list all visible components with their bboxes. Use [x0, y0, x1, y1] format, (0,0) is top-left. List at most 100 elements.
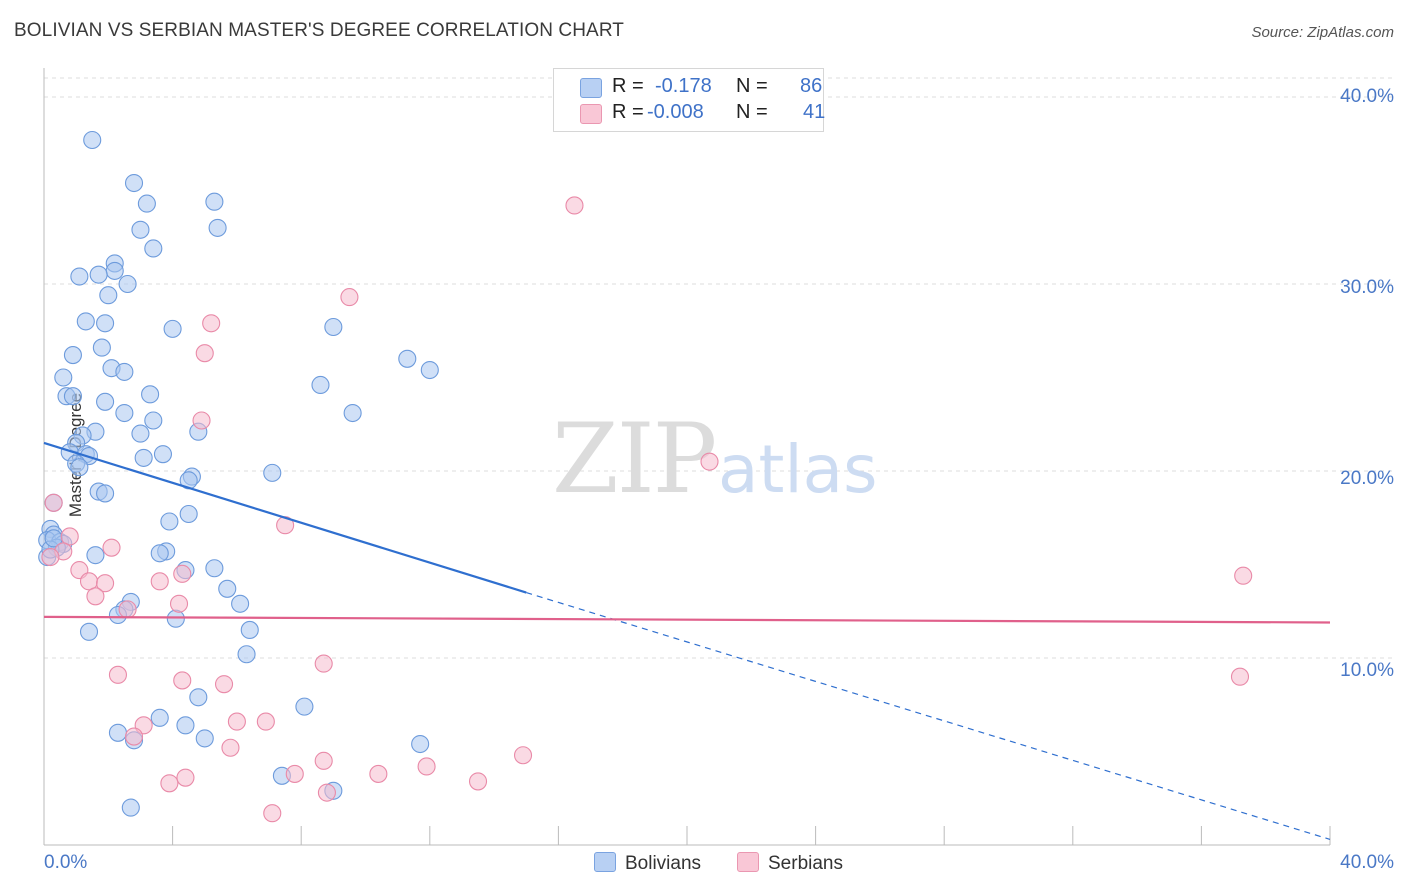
serbians-legend-icon: [737, 852, 759, 872]
n-label: N =: [736, 75, 768, 97]
bolivian-point: [295, 697, 314, 716]
bolivian-point: [420, 360, 439, 380]
serbian-point: [417, 757, 436, 776]
n-value-bolivians: 86: [800, 75, 823, 97]
serbian-point: [263, 804, 282, 823]
serbian-point: [108, 665, 127, 684]
correlation-legend: R = -0.178 N = 86 R = -0.008 N = 41: [553, 68, 825, 132]
bolivian-point: [124, 173, 144, 193]
bolivian-point: [163, 319, 182, 338]
chart-title: BOLIVIAN VS SERBIAN MASTER'S DEGREE CORR…: [14, 20, 625, 41]
watermark-zip: ZIP: [552, 403, 715, 515]
bolivian-point: [131, 424, 150, 443]
serbians-swatch-icon: [580, 104, 602, 124]
bolivian-point: [137, 194, 156, 213]
serbian-point: [169, 594, 189, 613]
bolivian-point: [79, 622, 99, 641]
bolivian-point: [96, 484, 115, 503]
r-label: R =: [612, 75, 644, 97]
serbian-point: [256, 712, 275, 731]
bolivian-point: [63, 387, 82, 406]
serbian-point: [173, 671, 192, 690]
bolivian-point: [160, 512, 179, 531]
bolivian-point: [324, 317, 343, 337]
bolivian-point: [115, 403, 134, 423]
serbian-point: [60, 527, 79, 546]
bolivian-point: [398, 349, 417, 368]
bolivian-point: [205, 559, 224, 578]
serbian-point: [221, 738, 240, 757]
serbian-point: [150, 572, 169, 591]
serbian-point: [160, 774, 179, 793]
bolivian-point: [70, 267, 89, 286]
source-credit: Source: ZipAtlas.com: [1251, 24, 1394, 41]
bolivian-point: [108, 723, 127, 742]
serbian-point: [700, 452, 719, 471]
bolivian-point: [89, 265, 108, 284]
bolivian-point: [231, 594, 250, 613]
serbian-point: [202, 314, 221, 333]
y-tick-label-20: 20.0%: [1340, 468, 1394, 489]
watermark-atlas: atlas: [718, 431, 878, 508]
serbian-point: [513, 746, 533, 765]
bolivian-point: [70, 458, 89, 477]
serbian-point: [227, 712, 246, 731]
bolivian-point: [92, 338, 111, 357]
bolivian-point: [237, 645, 256, 664]
bolivian-point: [208, 218, 227, 237]
bolivians-trend-line: [43, 441, 527, 594]
serbian-point: [565, 196, 584, 215]
bolivian-point: [96, 392, 115, 411]
bolivian-point: [134, 448, 153, 467]
y-tick-label-40: 40.0%: [1340, 86, 1394, 107]
bolivians-swatch-icon: [580, 78, 602, 98]
bolivian-point: [76, 312, 95, 331]
legend-item-serbians: Serbians: [737, 852, 843, 875]
bolivian-point: [153, 445, 173, 464]
bolivian-point: [115, 362, 134, 381]
bolivian-point: [311, 375, 330, 395]
legend-item-bolivians: Bolivians: [594, 852, 701, 875]
x-tick-label-max: 40.0%: [1340, 852, 1394, 873]
bolivian-point: [150, 544, 169, 563]
y-tick-label-10: 10.0%: [1340, 660, 1394, 681]
serbian-point: [1234, 566, 1253, 585]
serbian-point: [41, 547, 60, 567]
bolivian-point: [205, 192, 224, 211]
serbian-point: [44, 493, 63, 512]
serbian-point: [176, 768, 195, 787]
bolivian-point: [343, 403, 362, 423]
bolivian-point: [99, 286, 118, 305]
bolivian-point: [54, 368, 73, 387]
serbian-point: [192, 411, 211, 430]
bolivian-point: [83, 130, 102, 150]
bolivian-point: [150, 708, 169, 727]
serbian-point: [173, 564, 192, 583]
bolivian-point: [63, 346, 82, 365]
serbian-point: [86, 587, 105, 606]
n-label: N =: [736, 101, 768, 123]
r-value-bolivians: -0.178: [655, 75, 712, 97]
serbian-point: [314, 751, 333, 770]
bolivian-point: [141, 385, 160, 404]
serbian-point: [1230, 667, 1250, 686]
serbian-point: [118, 600, 137, 619]
bolivian-point: [263, 463, 282, 482]
bolivian-point: [121, 798, 140, 817]
serbian-point: [124, 727, 144, 746]
serbian-point: [317, 783, 336, 802]
bolivian-point: [176, 716, 195, 735]
bolivian-point: [195, 729, 214, 748]
r-label: R =: [612, 101, 644, 123]
bolivian-point: [411, 734, 430, 754]
bolivian-point: [86, 546, 105, 565]
bolivians-trend-extension: [526, 591, 1331, 840]
bolivian-point: [118, 274, 137, 294]
bolivians-legend-icon: [594, 852, 616, 872]
bolivian-point: [240, 620, 259, 640]
serbian-point: [96, 574, 115, 593]
serbian-point: [102, 538, 121, 557]
bolivian-point: [218, 579, 237, 598]
bolivian-point: [179, 504, 198, 524]
y-tick-label-30: 30.0%: [1340, 277, 1394, 298]
